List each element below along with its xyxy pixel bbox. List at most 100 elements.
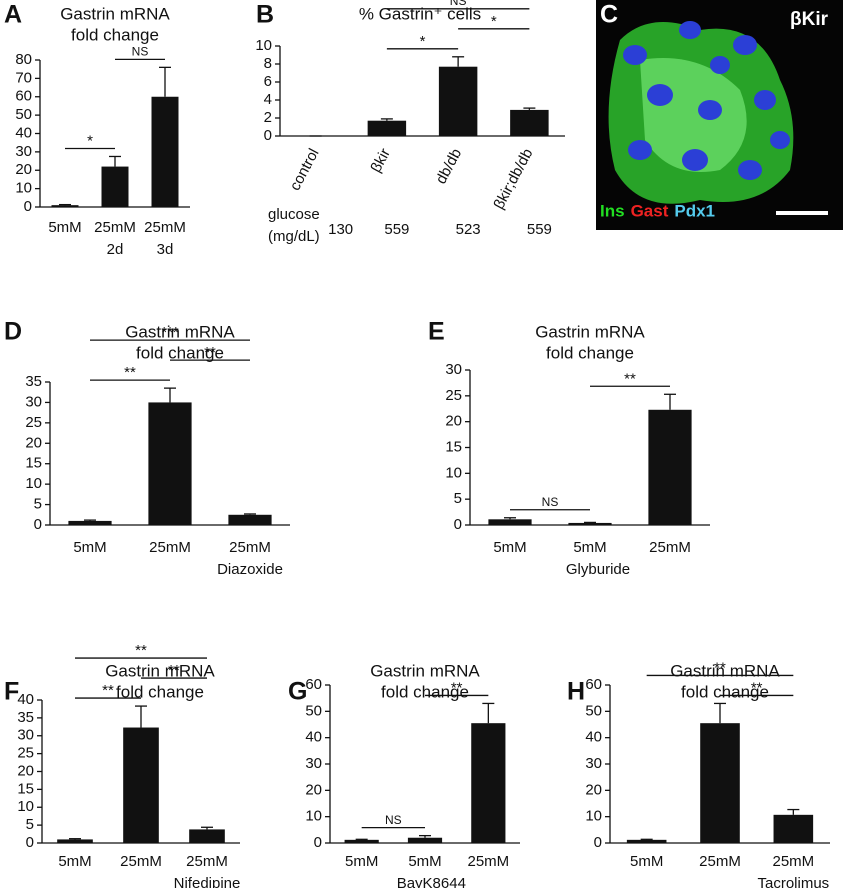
y-tick-label: 20 [17, 762, 34, 779]
y-tick-label: 35 [25, 373, 42, 390]
y-tick-label: 30 [17, 727, 34, 744]
glucose-label: glucose [268, 206, 320, 223]
y-tick-label: 40 [17, 691, 34, 708]
y-tick-label: 50 [305, 702, 322, 719]
y-tick-label: 20 [585, 781, 602, 798]
x-tick-label: 5mM [345, 853, 378, 870]
panel-label: D [4, 318, 22, 346]
bar [568, 522, 612, 525]
significance-label: NS [132, 45, 149, 59]
x-tick-label: 5mM [493, 539, 526, 556]
x-tick-label: Tacrolimus [757, 875, 829, 888]
y-tick-label: 10 [585, 808, 602, 825]
chart-title: fold change [546, 343, 634, 362]
y-tick-label: 25 [445, 387, 462, 404]
y-tick-label: 15 [445, 438, 462, 455]
y-tick-label: 8 [264, 55, 272, 72]
bar [151, 96, 179, 207]
x-tick-label: Nifedipine [174, 875, 241, 888]
significance-label: ** [204, 344, 216, 361]
significance-label: ** [714, 659, 726, 676]
micrograph [596, 0, 843, 230]
glucose-label: (mg/dL) [268, 228, 320, 245]
y-tick-label: 0 [594, 834, 602, 851]
y-tick-label: 40 [15, 124, 32, 141]
x-tick-label: βkir [367, 146, 393, 176]
x-tick-label: 25mM [467, 853, 509, 870]
y-tick-label: 20 [15, 161, 32, 178]
bar [57, 839, 93, 843]
chart-title: fold change [381, 682, 469, 701]
x-tick-label: 25mM [649, 539, 691, 556]
nuclei [623, 21, 790, 180]
panel-label: H [567, 678, 585, 706]
bar [488, 519, 532, 525]
y-tick-label: 5 [34, 496, 42, 513]
x-axis-label: Glyburide [566, 561, 630, 578]
bar [510, 109, 549, 136]
y-tick-label: 10 [17, 798, 34, 815]
bar [228, 514, 272, 525]
x-tick-label: 25mM [772, 853, 814, 870]
y-tick-label: 2 [264, 109, 272, 126]
y-tick-label: 70 [15, 69, 32, 86]
y-tick-label: 0 [454, 516, 462, 533]
y-tick-label: 50 [15, 106, 32, 123]
y-tick-label: 40 [305, 729, 322, 746]
significance-label: ** [102, 682, 114, 699]
chart-title: Gastrin mRNA [60, 4, 170, 23]
y-tick-label: 10 [445, 464, 462, 481]
stain-legend: Gast [631, 201, 669, 220]
y-tick-label: 15 [25, 455, 42, 472]
chart-title: Gastrin mRNA [370, 661, 480, 680]
panel-label: B [256, 1, 274, 29]
chart-title: fold change [71, 25, 159, 44]
bar [51, 205, 79, 207]
y-tick-label: 20 [305, 781, 322, 798]
stain-legend: Ins [600, 201, 625, 220]
y-tick-label: 10 [25, 475, 42, 492]
chart-title: Gastrin mRNA [105, 661, 215, 680]
y-tick-label: 20 [25, 434, 42, 451]
bar [68, 520, 112, 525]
x-tick-label: 25mM [94, 219, 136, 236]
glucose-value: 559 [384, 221, 409, 238]
x-tick-label: 5mM [408, 853, 441, 870]
y-tick-label: 60 [15, 88, 32, 105]
y-tick-label: 30 [25, 393, 42, 410]
y-tick-label: 5 [454, 490, 462, 507]
x-tick-label: 25mM [229, 539, 271, 556]
bar [438, 66, 478, 136]
bar [344, 839, 379, 843]
x-tick-label: 5mM [573, 539, 606, 556]
significance-label: ** [451, 679, 463, 696]
significance-label: NS [542, 495, 559, 509]
y-tick-label: 4 [264, 91, 272, 108]
y-tick-label: 30 [585, 755, 602, 772]
significance-label: ** [751, 679, 763, 696]
y-tick-label: 35 [17, 709, 34, 726]
x-tick-label: db/db [433, 146, 466, 187]
y-tick-label: 30 [15, 143, 32, 160]
y-tick-label: 0 [24, 198, 32, 215]
bar [367, 120, 407, 136]
panel-label: G [288, 678, 307, 706]
bar [471, 723, 506, 843]
bar [773, 814, 814, 843]
significance-label: ** [168, 662, 180, 679]
panel-label: C [600, 1, 618, 29]
x-tick-label: 2d [107, 241, 124, 258]
panel-label: A [4, 1, 22, 29]
bar [148, 402, 192, 525]
glucose-value: 559 [527, 221, 552, 238]
stain-legend: Pdx1 [674, 201, 715, 220]
significance-label: ** [624, 370, 636, 387]
glucose-value: 130 [328, 221, 353, 238]
panel-label: E [428, 318, 445, 346]
y-tick-label: 50 [585, 702, 602, 719]
panel-label: F [4, 678, 19, 706]
x-tick-label: 25mM [186, 853, 228, 870]
y-tick-label: 10 [15, 180, 32, 197]
y-tick-label: 0 [26, 834, 34, 851]
